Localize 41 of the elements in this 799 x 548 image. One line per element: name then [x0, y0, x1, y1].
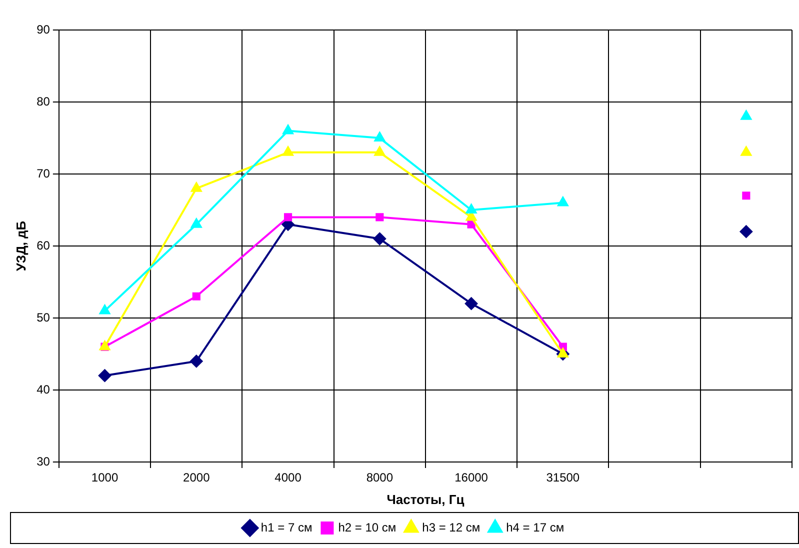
- y-tick-label: 40: [36, 382, 50, 396]
- x-tick-label: 16000: [454, 470, 488, 485]
- y-tick-label: 90: [36, 22, 50, 36]
- x-axis-title: Частоты, Гц: [386, 492, 464, 507]
- point: [98, 369, 112, 382]
- y-axis-title: УЗД, дБ: [13, 220, 28, 272]
- point: [282, 124, 294, 134]
- point: [374, 132, 386, 142]
- legend-label: h3 = 12 см: [422, 520, 480, 534]
- y-tick-label: 50: [36, 310, 50, 324]
- x-tick-label: 8000: [366, 470, 394, 485]
- point: [376, 213, 384, 222]
- x-tick-label: 2000: [183, 470, 210, 485]
- y-tick-label: 60: [36, 238, 50, 252]
- point: [742, 192, 750, 200]
- x-tick-label: 4000: [274, 470, 302, 485]
- point: [464, 297, 478, 310]
- point: [373, 232, 386, 246]
- point: [192, 292, 200, 300]
- point: [99, 340, 110, 350]
- point: [557, 196, 569, 206]
- y-tick-label: 30: [36, 454, 50, 468]
- point: [740, 225, 753, 238]
- point: [190, 354, 203, 368]
- point: [557, 348, 569, 358]
- point: [374, 146, 386, 156]
- point: [740, 110, 752, 120]
- legend-label: h1 = 7 см: [260, 520, 312, 534]
- point: [190, 218, 202, 228]
- y-tick-label: 80: [36, 94, 50, 108]
- x-tick-label: 31500: [546, 470, 580, 485]
- legend-label: h4 = 17 см: [506, 520, 564, 534]
- point: [282, 146, 294, 156]
- point: [740, 146, 752, 156]
- point: [99, 304, 110, 314]
- legend-label: h2 = 10 см: [338, 520, 396, 534]
- point: [190, 182, 202, 192]
- point: [466, 204, 477, 214]
- point: [284, 213, 292, 222]
- x-tick-label: 1000: [91, 470, 118, 485]
- y-tick-label: 70: [36, 166, 50, 180]
